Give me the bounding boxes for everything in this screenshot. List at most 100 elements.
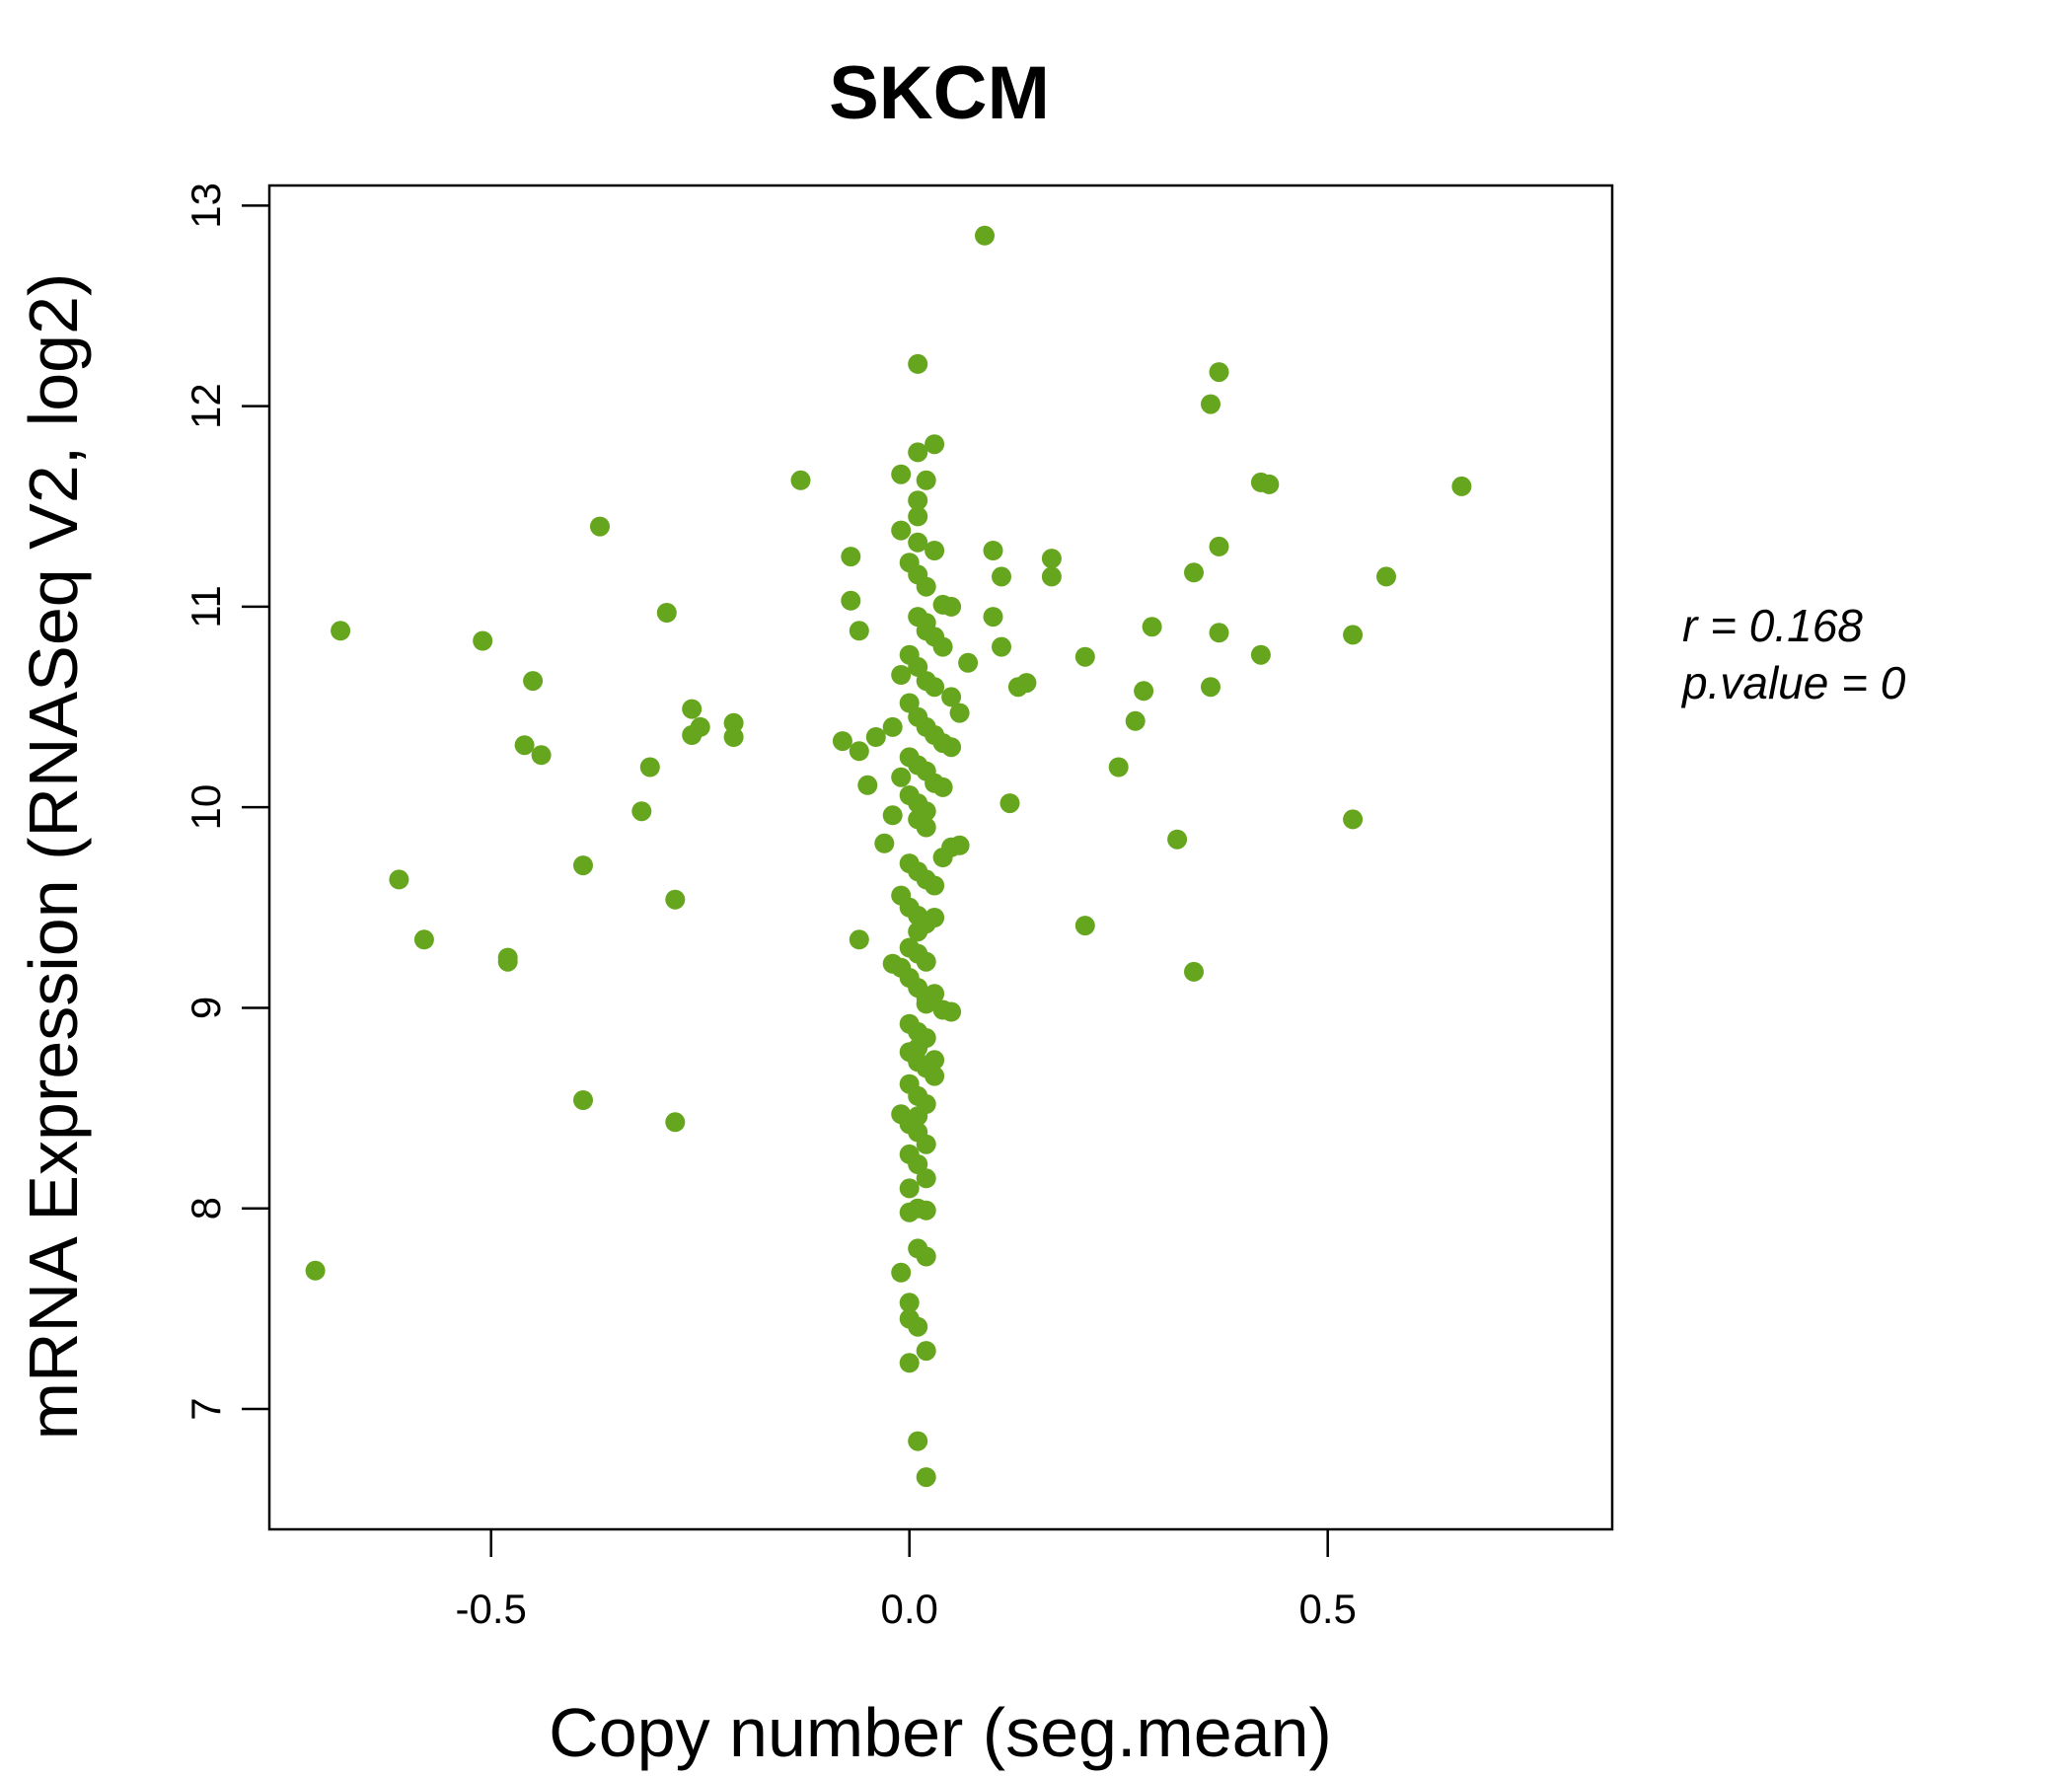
data-point: [573, 855, 593, 876]
data-point: [908, 490, 928, 511]
data-point: [1184, 961, 1204, 982]
x-tick-label: -0.5: [456, 1586, 527, 1632]
data-point: [1041, 549, 1062, 569]
data-point: [899, 1293, 920, 1313]
data-point: [1376, 566, 1396, 587]
data-point: [874, 833, 895, 853]
data-point: [832, 731, 852, 752]
data-point: [899, 1202, 920, 1222]
data-point: [916, 994, 936, 1014]
data-point: [925, 1050, 945, 1071]
data-point: [1259, 474, 1280, 494]
data-point: [899, 1178, 920, 1199]
data-point: [723, 712, 744, 733]
data-point: [916, 951, 936, 972]
data-point: [908, 1106, 928, 1127]
x-axis-label: Copy number (seg.mean): [549, 1694, 1332, 1771]
correlation-p-value: p.value = 0: [1680, 657, 1906, 708]
data-point: [1184, 562, 1204, 583]
data-point: [682, 699, 703, 719]
chart-title: SKCM: [829, 51, 1050, 135]
correlation-r: r = 0.168: [1682, 600, 1863, 651]
data-point: [908, 506, 928, 527]
data-point: [908, 1316, 928, 1337]
data-point: [1074, 916, 1095, 936]
data-point: [305, 1260, 326, 1281]
data-point: [983, 541, 1003, 560]
data-point: [723, 727, 744, 747]
data-point: [925, 1066, 945, 1086]
plot-frame: [267, 184, 1614, 1531]
y-axis: 7 8 9 10 11 12 13: [183, 183, 269, 1421]
data-point: [1125, 710, 1146, 731]
data-point: [916, 1246, 936, 1267]
data-point: [891, 520, 912, 541]
data-point: [841, 547, 861, 567]
data-point: [531, 745, 552, 766]
data-point: [1201, 677, 1221, 698]
data-point: [916, 576, 936, 597]
data-point: [1209, 623, 1229, 643]
data-point: [865, 727, 886, 747]
data-point: [899, 1353, 920, 1373]
y-tick-label: 7: [183, 1397, 229, 1420]
data-point: [849, 929, 869, 950]
data-point: [916, 1200, 936, 1221]
data-point: [916, 1341, 936, 1362]
data-point: [916, 1134, 936, 1154]
data-point: [983, 607, 1003, 628]
data-point: [656, 603, 677, 623]
data-point: [941, 687, 962, 707]
data-point: [882, 805, 903, 826]
data-point: [523, 671, 544, 692]
y-axis-label: mRNA Expression (RNASeq V2, log2): [15, 273, 92, 1441]
data-point: [916, 817, 936, 838]
data-point: [1142, 617, 1162, 637]
y-tick-label: 9: [183, 997, 229, 1019]
data-point: [631, 801, 652, 822]
data-point: [908, 532, 928, 553]
data-point: [665, 889, 686, 910]
data-point: [908, 1431, 928, 1451]
x-tick-label: 0.0: [881, 1586, 938, 1632]
data-point: [590, 516, 610, 537]
data-point: [1209, 536, 1229, 556]
data-point: [941, 1001, 962, 1022]
data-point: [1343, 809, 1364, 830]
data-point: [908, 442, 928, 463]
data-point: [916, 470, 936, 490]
y-tick-label: 13: [183, 183, 229, 229]
data-point: [891, 464, 912, 484]
data-point: [690, 716, 710, 737]
data-point: [473, 630, 493, 651]
x-tick-label: 0.5: [1298, 1586, 1356, 1632]
data-point: [908, 922, 928, 942]
data-point: [908, 353, 928, 374]
data-point: [514, 735, 535, 756]
data-point: [925, 908, 945, 927]
data-point: [790, 470, 811, 490]
data-point: [941, 596, 962, 617]
data-point: [882, 716, 903, 737]
data-point: [891, 767, 912, 787]
data-point: [1016, 673, 1037, 694]
data-point: [916, 1467, 936, 1488]
data-point: [1343, 625, 1364, 645]
data-point: [1041, 566, 1062, 587]
data-point: [992, 566, 1011, 587]
data-point: [999, 793, 1020, 814]
data-point: [1074, 646, 1095, 667]
data-point: [916, 1168, 936, 1189]
data-point: [849, 741, 869, 762]
data-point: [1108, 757, 1129, 777]
data-point: [1134, 681, 1154, 702]
data-point: [1209, 362, 1229, 383]
data-point: [958, 652, 979, 673]
data-point: [639, 757, 660, 777]
points-layer: [305, 225, 1472, 1488]
data-point: [975, 225, 995, 246]
y-tick-label: 11: [183, 585, 229, 629]
data-point: [1250, 644, 1271, 665]
data-point: [665, 1112, 686, 1133]
